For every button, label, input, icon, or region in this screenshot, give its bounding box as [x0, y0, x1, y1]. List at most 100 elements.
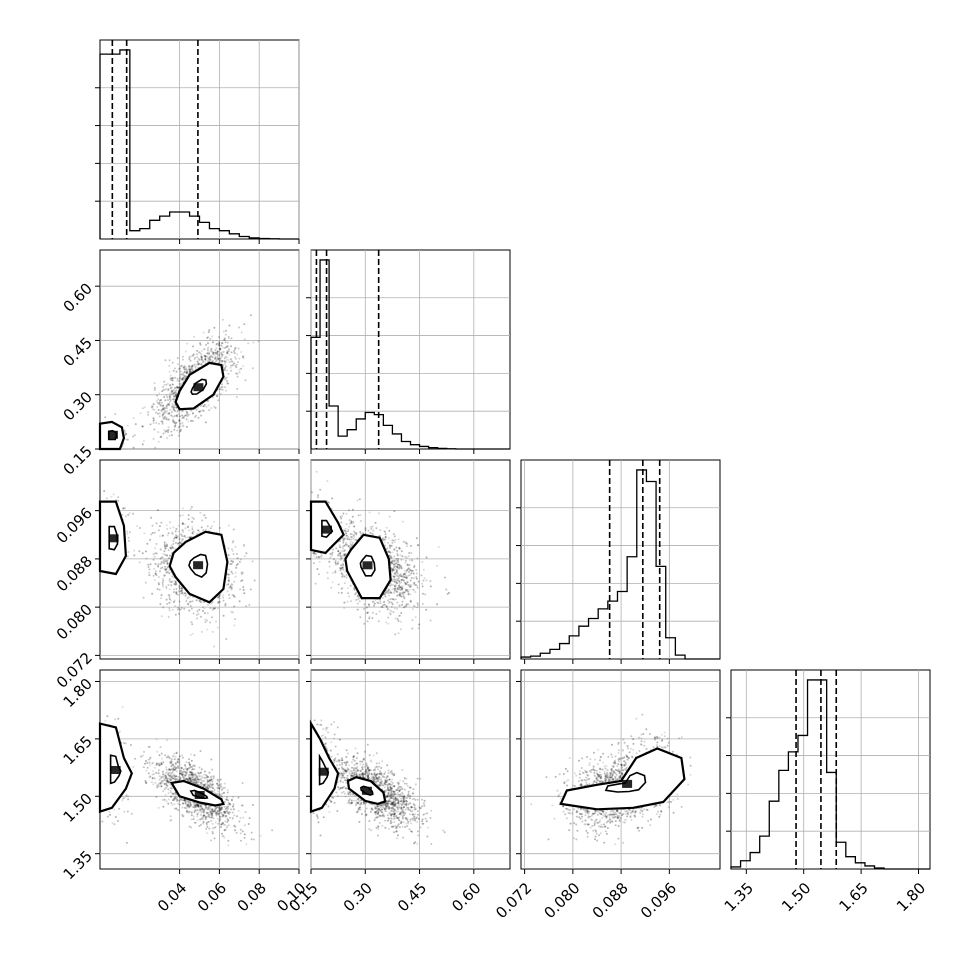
- scatter-point: [185, 367, 187, 370]
- scatter-point: [390, 561, 393, 564]
- scatter-point: [183, 370, 186, 373]
- scatter-point: [222, 364, 225, 367]
- scatter-point: [341, 550, 343, 552]
- scatter-point: [186, 597, 189, 600]
- scatter-point: [399, 589, 402, 592]
- scatter-point: [124, 515, 127, 518]
- scatter-point: [180, 592, 182, 595]
- scatter-point: [314, 552, 317, 555]
- scatter-point: [183, 523, 186, 526]
- scatter-point: [167, 389, 170, 392]
- scatter-point: [394, 633, 397, 636]
- scatter-point: [340, 567, 343, 570]
- scatter-point: [343, 575, 346, 578]
- scatter-point: [162, 413, 165, 416]
- scatter-point: [152, 403, 155, 406]
- scatter-point: [178, 537, 181, 540]
- scatter-point: [412, 582, 415, 584]
- panel-frame: [310, 249, 511, 450]
- scatter-point: [398, 604, 401, 607]
- scatter-point: [345, 574, 348, 576]
- scatter-point: [162, 606, 165, 609]
- scatter-point: [240, 331, 243, 334]
- scatter-point: [156, 588, 159, 591]
- scatter-point: [161, 561, 164, 564]
- scatter-point: [189, 368, 191, 371]
- scatter-point: [189, 366, 192, 369]
- scatter-point: [173, 536, 176, 539]
- scatter-point: [134, 423, 137, 426]
- y-tick-label: 0.080: [53, 600, 96, 643]
- scatter-point: [183, 592, 186, 595]
- y-tick-label: 0.088: [53, 552, 96, 595]
- scatter-point: [340, 564, 343, 567]
- scatter-point: [164, 553, 167, 556]
- scatter-point: [155, 570, 157, 573]
- scatter-point: [163, 550, 166, 553]
- scatter-point: [179, 608, 182, 611]
- scatter-point: [126, 438, 129, 441]
- scatter-point: [166, 418, 169, 421]
- scatter-point: [172, 405, 175, 408]
- scatter-point: [160, 785, 163, 788]
- scatter-point: [206, 352, 209, 355]
- scatter-point: [224, 604, 227, 607]
- scatter-point: [220, 353, 223, 356]
- scatter-point: [157, 440, 160, 443]
- scatter-point: [171, 383, 174, 386]
- scatter-point: [142, 439, 145, 442]
- scatter-point: [164, 568, 167, 571]
- scatter-point: [141, 407, 144, 410]
- scatter-point: [128, 512, 131, 515]
- scatter-point: [388, 598, 391, 601]
- scatter-point: [182, 366, 185, 369]
- scatter-point: [168, 359, 171, 362]
- scatter-point: [229, 584, 232, 587]
- scatter-point: [191, 420, 194, 422]
- scatter-point: [211, 616, 213, 619]
- scatter-point: [153, 555, 156, 558]
- scatter-point: [166, 429, 168, 432]
- scatter-point: [217, 357, 220, 360]
- scatter-point: [177, 594, 180, 596]
- scatter-point: [188, 369, 191, 372]
- scatter-point: [331, 581, 334, 584]
- scatter-point: [173, 367, 176, 370]
- scatter-point: [222, 346, 224, 349]
- scatter-point: [396, 549, 399, 552]
- scatter-point: [153, 531, 156, 534]
- scatter-point: [105, 497, 108, 500]
- scatter-point: [175, 536, 178, 539]
- scatter-point: [103, 490, 106, 493]
- scatter-point: [152, 422, 155, 425]
- scatter-point: [418, 623, 421, 626]
- scatter-point: [353, 538, 356, 541]
- scatter-point: [171, 398, 174, 401]
- scatter-point: [180, 590, 182, 592]
- scatter-point: [373, 604, 375, 607]
- scatter-point: [178, 419, 181, 422]
- scatter-point: [181, 377, 184, 380]
- scatter-point: [175, 389, 178, 392]
- y-tick-label: 0.15: [60, 442, 96, 478]
- scatter-point: [124, 432, 127, 435]
- scatter-point: [168, 578, 171, 580]
- scatter-point: [395, 569, 398, 572]
- scatter-point: [178, 418, 181, 421]
- scatter-point: [339, 515, 342, 518]
- scatter-point: [351, 533, 354, 536]
- scatter-point: [161, 408, 164, 411]
- scatter-point: [183, 376, 186, 379]
- contour-inner: [190, 378, 208, 396]
- scatter-point: [409, 579, 412, 582]
- scatter-point: [351, 515, 354, 518]
- scatter-point: [200, 358, 203, 361]
- scatter-point: [153, 409, 156, 412]
- scatter-point: [213, 357, 216, 360]
- scatter-point: [226, 346, 229, 348]
- scatter-point: [393, 572, 396, 575]
- scatter-point: [317, 494, 320, 497]
- scatter-point: [232, 553, 235, 556]
- scatter-point: [196, 617, 199, 620]
- scatter-point: [181, 591, 184, 594]
